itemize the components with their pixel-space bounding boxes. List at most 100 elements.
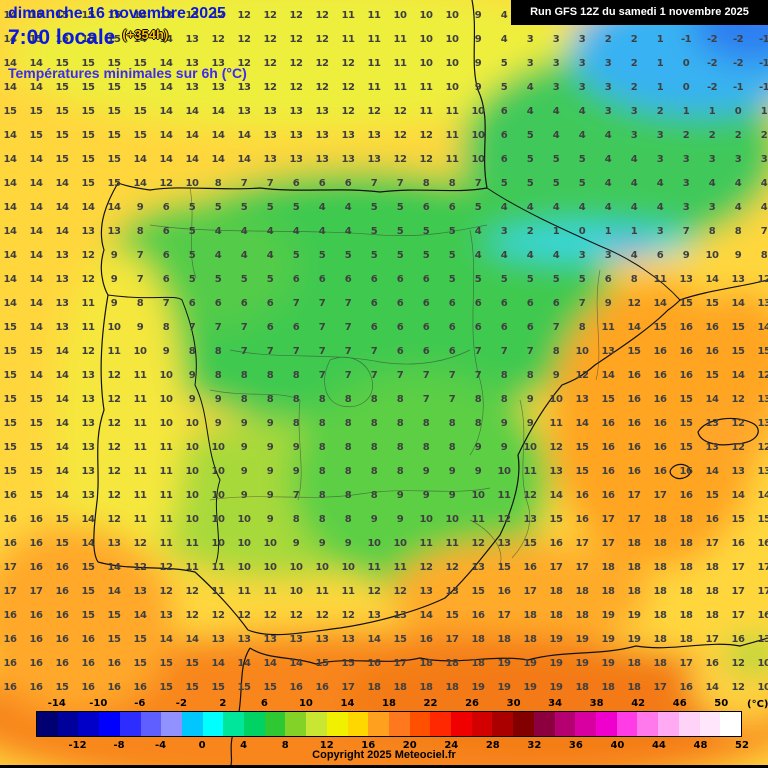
temp-value: 12 xyxy=(315,58,329,69)
temp-value: 18 xyxy=(393,682,407,693)
temp-value: 18 xyxy=(627,658,641,669)
temp-value: 9 xyxy=(734,250,742,261)
temp-value: 16 xyxy=(627,394,641,405)
temp-value: 14 xyxy=(705,466,719,477)
temp-value: 15 xyxy=(81,58,95,69)
temp-value: 7 xyxy=(344,346,352,357)
temp-value: 15 xyxy=(107,106,121,117)
temp-value: 1 xyxy=(604,226,612,237)
temp-value: 11 xyxy=(159,466,173,477)
temp-value: 14 xyxy=(55,394,69,405)
temp-value: 8 xyxy=(214,178,222,189)
temp-value: 9 xyxy=(266,490,274,501)
temp-value: 16 xyxy=(679,346,693,357)
temp-value: 6 xyxy=(474,298,482,309)
temp-value: 8 xyxy=(292,394,300,405)
temp-value: 7 xyxy=(344,322,352,333)
temp-value: 17 xyxy=(393,658,407,669)
temp-value: 8 xyxy=(214,346,222,357)
colorbar-segment xyxy=(595,712,617,736)
temp-value: 14 xyxy=(3,130,17,141)
temp-value: 18 xyxy=(575,610,589,621)
temp-value: 4 xyxy=(500,10,508,21)
temp-value: 15 xyxy=(679,298,693,309)
temp-value: 9 xyxy=(292,442,300,453)
temp-value: 6 xyxy=(162,250,170,261)
temp-value: 15 xyxy=(55,682,69,693)
temp-value: 15 xyxy=(107,34,121,45)
temp-value: 10 xyxy=(445,514,459,525)
temp-value: 15 xyxy=(497,562,511,573)
temp-value: 11 xyxy=(133,370,147,381)
temp-value: 9 xyxy=(188,370,196,381)
temp-value: 15 xyxy=(133,106,147,117)
colorbar-bottom-labels: -12 -8 -4 0 4 8 12 16 20 24 28 32 36 40 44 48 52 xyxy=(36,740,748,752)
temp-value: 16 xyxy=(3,514,17,525)
bottom-border xyxy=(0,765,768,768)
temp-value: 16 xyxy=(679,370,693,381)
temp-value: 16 xyxy=(107,658,121,669)
temp-value: 14 xyxy=(419,610,433,621)
temp-value: 14 xyxy=(263,658,277,669)
temp-value: 16 xyxy=(653,466,667,477)
colorbar-tick-label: 28 xyxy=(485,740,500,751)
temp-value: 13 xyxy=(757,634,768,645)
temp-value: 1 xyxy=(760,106,768,117)
temp-value: 11 xyxy=(185,562,199,573)
temp-value: 16 xyxy=(601,490,615,501)
temp-value: 8 xyxy=(136,226,144,237)
temp-value: 12 xyxy=(367,586,381,597)
temp-value: 6 xyxy=(656,250,664,261)
temp-value: 5 xyxy=(188,250,196,261)
temp-value: 12 xyxy=(289,610,303,621)
temp-value: 15 xyxy=(55,538,69,549)
temp-value: 5 xyxy=(500,58,508,69)
temp-value: 5 xyxy=(318,250,326,261)
temp-value: 11 xyxy=(497,490,511,501)
temp-value: 8 xyxy=(448,442,456,453)
temp-value: 14 xyxy=(55,178,69,189)
temp-value: 11 xyxy=(419,538,433,549)
temp-value: 14 xyxy=(627,322,641,333)
temp-value: 15 xyxy=(81,562,95,573)
temp-value: -1 xyxy=(680,34,692,45)
temp-value: 10 xyxy=(185,514,199,525)
temp-value: 10 xyxy=(289,586,303,597)
temp-value: 15 xyxy=(107,610,121,621)
colorbar-tick-label: 40 xyxy=(610,740,625,751)
temp-value: 11 xyxy=(133,490,147,501)
temp-value: 5 xyxy=(370,202,378,213)
temp-value: 7 xyxy=(136,274,144,285)
temp-value: 5 xyxy=(396,250,404,261)
temp-value: 12 xyxy=(341,610,355,621)
temp-value: 16 xyxy=(601,442,615,453)
temp-value: 9 xyxy=(448,490,456,501)
temp-value: 8 xyxy=(422,178,430,189)
temp-value: 15 xyxy=(263,682,277,693)
colorbar-segment xyxy=(616,712,638,736)
temp-value: 13 xyxy=(55,322,69,333)
temp-value: 4 xyxy=(214,250,222,261)
temp-value: 16 xyxy=(29,610,43,621)
temp-value: 15 xyxy=(133,130,147,141)
colorbar-segments xyxy=(36,711,742,737)
temp-value: 11 xyxy=(419,106,433,117)
temp-value: 17 xyxy=(731,586,745,597)
temp-value: 14 xyxy=(705,394,719,405)
temp-value: 14 xyxy=(731,490,745,501)
temp-value: 7 xyxy=(448,370,456,381)
temp-value: 1 xyxy=(682,106,690,117)
temp-value: 18 xyxy=(367,682,381,693)
temp-value: 9 xyxy=(474,58,482,69)
temp-value: 17 xyxy=(445,634,459,645)
temp-value: 9 xyxy=(526,394,534,405)
temp-value: 14 xyxy=(81,538,95,549)
temp-value: 4 xyxy=(240,226,248,237)
temp-value: 9 xyxy=(604,298,612,309)
temp-value: 14 xyxy=(3,82,17,93)
temp-value: 3 xyxy=(604,82,612,93)
temp-value: 10 xyxy=(549,394,563,405)
temp-value: 16 xyxy=(653,370,667,381)
temp-value: 8 xyxy=(630,274,638,285)
temp-value: 15 xyxy=(471,586,485,597)
